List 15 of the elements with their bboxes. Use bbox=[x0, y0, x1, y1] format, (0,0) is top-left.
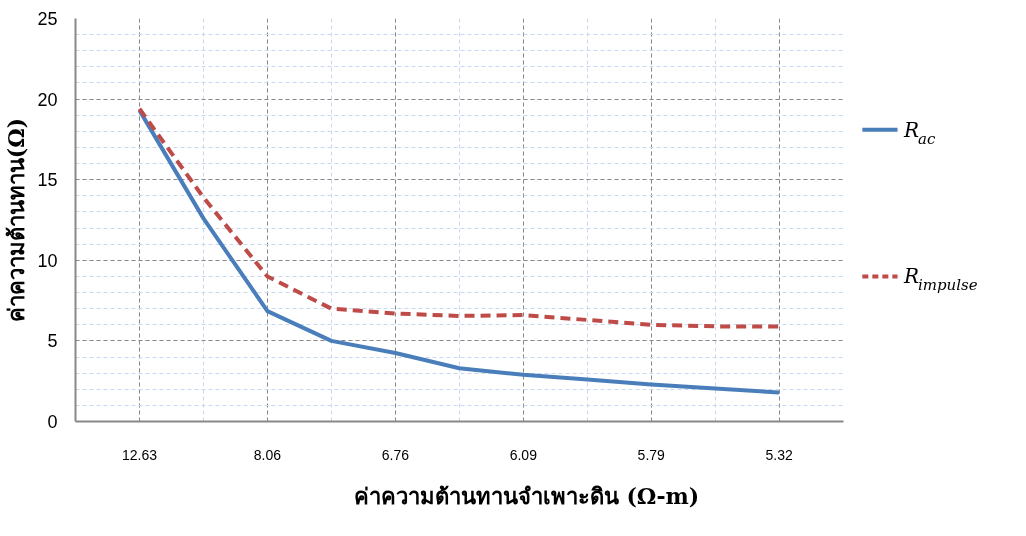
y-tick-label: 20 bbox=[37, 89, 58, 110]
x-tick-label: 8.06 bbox=[253, 446, 282, 463]
x-tick-label: 5.32 bbox=[765, 446, 794, 463]
x-tick-label: 6.09 bbox=[509, 446, 538, 463]
line-series bbox=[137, 108, 782, 395]
y-tick-label: 25 bbox=[37, 9, 58, 29]
y-tick-label: 5 bbox=[47, 331, 58, 352]
y-axis-title: ค่าความต้านทาน(Ω) bbox=[3, 117, 30, 323]
x-tick-label: 6.76 bbox=[381, 446, 410, 463]
y-tick-label: 0 bbox=[47, 412, 58, 432]
x-tick-label: 12.63 bbox=[121, 446, 158, 463]
y-tick-label: 15 bbox=[37, 170, 58, 191]
x-tick-label: 5.79 bbox=[637, 446, 666, 463]
y-tick-label: 10 bbox=[37, 250, 58, 271]
x-axis-title: ค่าความต้านทานจำเพาะดิน (Ω-m) bbox=[353, 482, 700, 509]
